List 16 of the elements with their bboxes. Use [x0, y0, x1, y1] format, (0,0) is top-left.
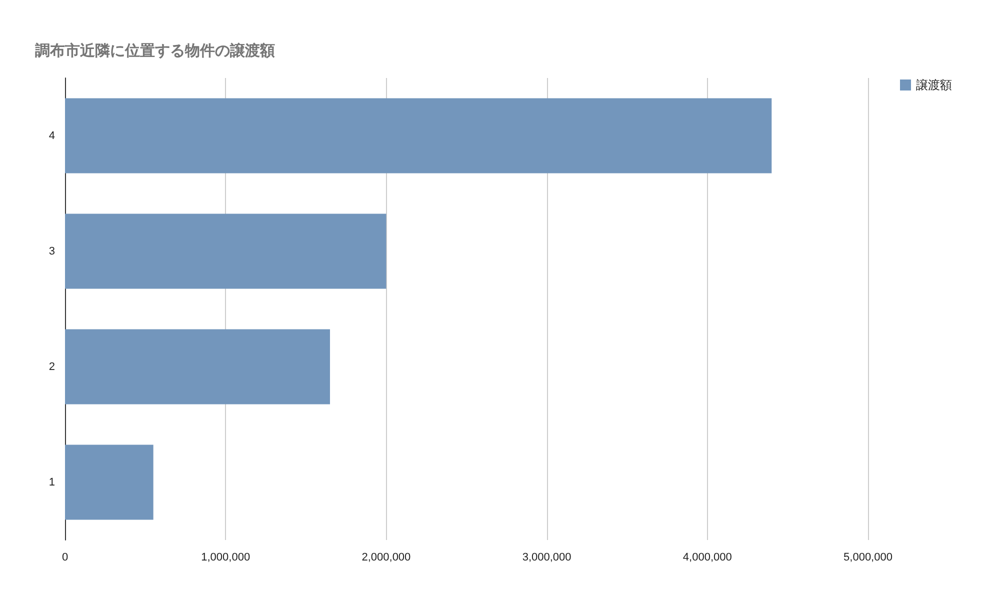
y-tick-label: 3	[48, 245, 55, 258]
bar	[65, 444, 154, 520]
y-tick-label: 1	[48, 476, 55, 488]
x-tick-label: 5,000,000	[844, 552, 892, 564]
x-tick-label: 1,000,000	[201, 552, 250, 564]
bar	[65, 329, 330, 404]
y-tick-label: 2	[48, 360, 55, 373]
x-tick-label: 2,000,000	[362, 552, 411, 564]
x-tick-label: 4,000,000	[682, 552, 732, 564]
chart-title: 調布市近隣に位置する物件の譲渡額	[35, 42, 275, 60]
legend-label: 譲渡額	[916, 78, 952, 92]
x-tick-label: 0	[62, 552, 68, 564]
bar	[65, 98, 772, 174]
x-tick-label: 3,000,000	[522, 552, 572, 564]
y-tick-label: 4	[48, 130, 55, 142]
bar	[65, 214, 386, 289]
